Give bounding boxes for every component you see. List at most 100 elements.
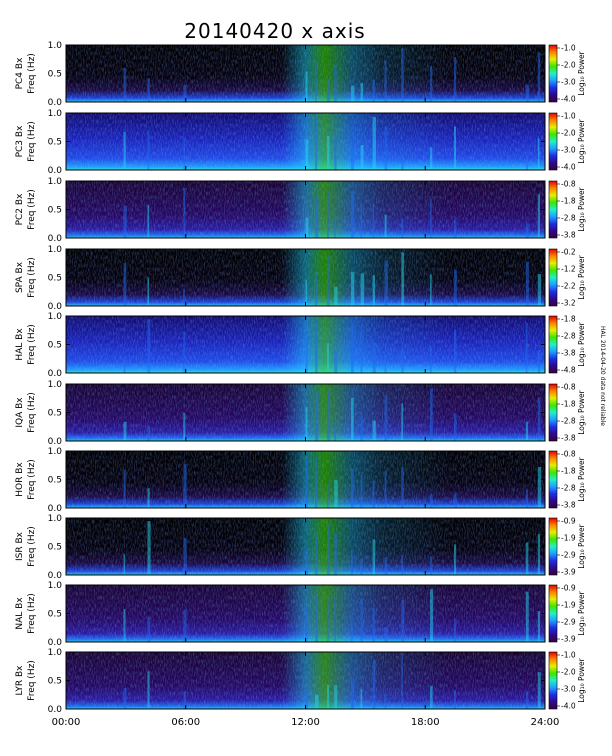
burst-streak xyxy=(123,205,127,238)
colorbar-tick-label: -0.9 xyxy=(561,584,576,593)
burst-streak xyxy=(453,219,457,238)
y-tick-label: 0.0 xyxy=(48,571,63,581)
burst-streak xyxy=(305,548,309,575)
y-axis-label: PC2 Bx xyxy=(15,193,25,225)
burst-streak xyxy=(401,599,405,642)
burst-streak xyxy=(123,356,126,373)
burst-streak xyxy=(453,329,457,373)
y-tick-label: 0.5 xyxy=(48,206,62,216)
burst-streak xyxy=(360,475,363,508)
colorbar xyxy=(548,44,558,103)
burst-streak xyxy=(183,187,186,238)
burst-streak xyxy=(384,627,388,642)
burst-streak xyxy=(525,490,528,508)
burst-streak xyxy=(351,678,355,709)
y-tick-label: 1.0 xyxy=(48,380,63,390)
burst-streak xyxy=(334,533,338,575)
burst-streak xyxy=(351,469,354,508)
colorbar-label: Log₁₀ Power xyxy=(577,657,586,702)
burst-streak xyxy=(430,388,433,441)
y-tick-label: 1.0 xyxy=(48,109,63,119)
burst-streak xyxy=(147,277,150,306)
burst-streak xyxy=(123,263,127,306)
colorbar-tick-label: -2.8 xyxy=(561,417,576,426)
colorbar-tick-label: -2.9 xyxy=(561,618,576,627)
burst-streak xyxy=(537,52,541,102)
burst-streak xyxy=(537,349,541,373)
x-tick-label: 18:00 xyxy=(411,717,440,728)
burst-streak xyxy=(351,550,353,575)
burst-streak xyxy=(384,60,387,102)
burst-streak xyxy=(525,223,529,238)
burst-streak xyxy=(360,82,363,102)
burst-streak xyxy=(453,56,457,102)
burst-streak xyxy=(525,261,529,306)
burst-streak xyxy=(123,421,127,441)
colorbar-tick-label: -3.8 xyxy=(561,501,576,510)
y-axis-unit-label: Freq (Hz) xyxy=(27,324,37,365)
burst-streak xyxy=(430,274,432,306)
colorbar-tick-label: -4.0 xyxy=(561,702,576,711)
colorbar xyxy=(548,450,558,509)
burst-streak xyxy=(537,194,540,238)
burst-streak xyxy=(430,685,433,709)
colorbar-tick-label: -2.8 xyxy=(561,214,576,223)
burst-streak xyxy=(453,544,457,575)
y-axis-label: HOR Bx xyxy=(15,462,25,497)
burst-streak xyxy=(147,425,151,441)
burst-streak xyxy=(430,556,433,575)
panel-spa: 0.0 0.5 1.0 SPA Bx Freq (Hz) -0.2 -1.2 -2.2 -3.2… xyxy=(15,245,586,312)
colorbar-label: Log₁₀ Power xyxy=(577,254,586,299)
y-tick-label: 1.0 xyxy=(48,514,63,524)
y-axis-label: NAL Bx xyxy=(15,597,25,630)
colorbar xyxy=(548,180,558,239)
burst-streak xyxy=(430,345,432,373)
y-axis-label: ISR Bx xyxy=(15,531,25,561)
burst-streak xyxy=(360,204,363,238)
burst-streak xyxy=(401,654,403,709)
burst-streak xyxy=(183,288,185,306)
burst-streak xyxy=(372,204,375,238)
y-tick-label: 0.5 xyxy=(48,341,62,351)
burst-streak xyxy=(372,117,376,170)
burst-streak xyxy=(430,493,433,508)
burst-streak xyxy=(305,407,308,441)
colorbar-tick-label: -3.0 xyxy=(561,78,576,87)
y-axis-label: PC4 Bx xyxy=(15,57,25,89)
colorbar-tick-label: -0.2 xyxy=(561,248,576,257)
x-tick-label: 24:00 xyxy=(531,717,560,728)
burst-streak xyxy=(183,412,186,441)
burst-streak xyxy=(372,607,375,642)
burst-streak xyxy=(327,255,330,306)
colorbar-tick-label: -3.8 xyxy=(561,231,576,240)
burst-streak xyxy=(315,274,318,306)
y-axis-unit-label: Freq (Hz) xyxy=(27,53,37,94)
burst-streak xyxy=(360,598,363,642)
burst-streak xyxy=(183,463,187,508)
y-tick-label: 1.0 xyxy=(48,245,63,255)
burst-streak xyxy=(401,348,404,373)
burst-streak xyxy=(315,596,318,642)
burst-streak xyxy=(537,397,541,441)
burst-streak xyxy=(525,591,529,642)
y-axis-unit-label: Freq (Hz) xyxy=(27,189,37,230)
y-tick-label: 0.5 xyxy=(48,610,62,620)
burst-streak xyxy=(305,691,309,709)
burst-streak xyxy=(384,471,387,508)
colorbar-tick-label: -3.0 xyxy=(561,685,576,694)
colorbar-tick-label: -1.8 xyxy=(561,400,576,409)
burst-streaks xyxy=(123,654,541,709)
burst-streak xyxy=(384,395,388,441)
burst-streaks xyxy=(123,319,541,373)
burst-streak xyxy=(315,197,319,238)
colorbar xyxy=(548,112,558,171)
y-tick-label: 0.0 xyxy=(48,638,63,648)
burst-streak xyxy=(334,479,338,508)
y-axis-label: HAL Bx xyxy=(15,328,25,361)
x-tick-label: 12:00 xyxy=(291,717,320,728)
burst-streak xyxy=(315,61,317,102)
colorbar-label: Log₁₀ Power xyxy=(577,523,586,568)
burst-streak xyxy=(537,138,540,170)
